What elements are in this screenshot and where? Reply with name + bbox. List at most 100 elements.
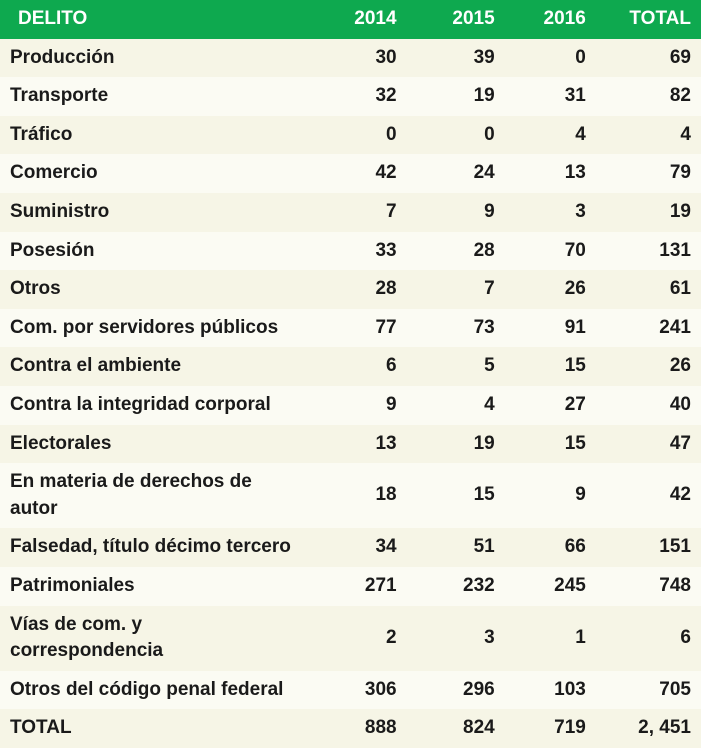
cell-2016: 4 <box>505 116 596 155</box>
row-label: Otros del código penal federal <box>0 671 308 710</box>
cell-2014: 9 <box>308 386 406 425</box>
delito-table: DELITO 2014 2015 2016 TOTAL Producción30… <box>0 0 701 748</box>
row-label: Falsedad, título décimo tercero <box>0 528 308 567</box>
cell-2016: 26 <box>505 270 596 309</box>
row-label: Contra la integridad corporal <box>0 386 308 425</box>
table-row: Comercio42241379 <box>0 154 701 193</box>
cell-2014: 28 <box>308 270 406 309</box>
cell-2016: 31 <box>505 77 596 116</box>
col-header-2014: 2014 <box>308 0 406 39</box>
cell-2015: 0 <box>407 116 505 155</box>
row-label: Otros <box>0 270 308 309</box>
cell-2015: 9 <box>407 193 505 232</box>
table-row: Patrimoniales271232245748 <box>0 567 701 606</box>
col-header-delito: DELITO <box>0 0 308 39</box>
cell-2016: 719 <box>505 709 596 748</box>
cell-2014: 32 <box>308 77 406 116</box>
table-row: Contra el ambiente651526 <box>0 347 701 386</box>
cell-2016: 245 <box>505 567 596 606</box>
row-label: Contra el ambiente <box>0 347 308 386</box>
cell-2014: 77 <box>308 309 406 348</box>
cell-2016: 1 <box>505 606 596 671</box>
table-row: Transporte32193182 <box>0 77 701 116</box>
cell-total: 748 <box>596 567 701 606</box>
col-header-2015: 2015 <box>407 0 505 39</box>
cell-2014: 30 <box>308 39 406 78</box>
cell-2015: 19 <box>407 77 505 116</box>
cell-total: 241 <box>596 309 701 348</box>
row-label: En materia de derechos de autor <box>0 463 308 528</box>
row-label: Vías de com. y correspondencia <box>0 606 308 671</box>
cell-2016: 13 <box>505 154 596 193</box>
table-total-row: TOTAL8888247192, 451 <box>0 709 701 748</box>
row-label: Transporte <box>0 77 308 116</box>
cell-2015: 15 <box>407 463 505 528</box>
table-row: Producción3039069 <box>0 39 701 78</box>
cell-total: 151 <box>596 528 701 567</box>
cell-total: 2, 451 <box>596 709 701 748</box>
cell-2016: 70 <box>505 232 596 271</box>
table-row: Suministro79319 <box>0 193 701 232</box>
cell-total: 6 <box>596 606 701 671</box>
cell-total: 705 <box>596 671 701 710</box>
cell-2015: 73 <box>407 309 505 348</box>
cell-2014: 33 <box>308 232 406 271</box>
cell-2015: 19 <box>407 425 505 464</box>
cell-2014: 2 <box>308 606 406 671</box>
cell-2015: 51 <box>407 528 505 567</box>
cell-total: 61 <box>596 270 701 309</box>
cell-2016: 3 <box>505 193 596 232</box>
table-row: Tráfico0044 <box>0 116 701 155</box>
cell-2015: 5 <box>407 347 505 386</box>
row-label: Posesión <box>0 232 308 271</box>
cell-total: 26 <box>596 347 701 386</box>
cell-2014: 34 <box>308 528 406 567</box>
cell-2015: 7 <box>407 270 505 309</box>
cell-2016: 15 <box>505 347 596 386</box>
cell-2014: 0 <box>308 116 406 155</box>
table-body: Producción3039069Transporte32193182Tráfi… <box>0 39 701 748</box>
row-label: Suministro <box>0 193 308 232</box>
table-row: Vías de com. y correspondencia2316 <box>0 606 701 671</box>
cell-2014: 6 <box>308 347 406 386</box>
cell-2015: 296 <box>407 671 505 710</box>
table-row: Otros2872661 <box>0 270 701 309</box>
cell-total: 131 <box>596 232 701 271</box>
cell-2016: 103 <box>505 671 596 710</box>
cell-total: 40 <box>596 386 701 425</box>
cell-2016: 27 <box>505 386 596 425</box>
table-row: Com. por servidores públicos777391241 <box>0 309 701 348</box>
cell-2016: 91 <box>505 309 596 348</box>
table-row: Contra la integridad corporal942740 <box>0 386 701 425</box>
table-row: En materia de derechos de autor1815942 <box>0 463 701 528</box>
cell-2014: 7 <box>308 193 406 232</box>
table-row: Otros del código penal federal3062961037… <box>0 671 701 710</box>
row-label: Patrimoniales <box>0 567 308 606</box>
row-label: TOTAL <box>0 709 308 748</box>
cell-total: 47 <box>596 425 701 464</box>
cell-2016: 0 <box>505 39 596 78</box>
cell-total: 4 <box>596 116 701 155</box>
cell-2015: 3 <box>407 606 505 671</box>
table-row: Electorales13191547 <box>0 425 701 464</box>
table-header-row: DELITO 2014 2015 2016 TOTAL <box>0 0 701 39</box>
cell-total: 69 <box>596 39 701 78</box>
cell-2014: 271 <box>308 567 406 606</box>
cell-2014: 306 <box>308 671 406 710</box>
cell-2016: 15 <box>505 425 596 464</box>
cell-total: 79 <box>596 154 701 193</box>
cell-2015: 28 <box>407 232 505 271</box>
cell-2014: 13 <box>308 425 406 464</box>
cell-2015: 39 <box>407 39 505 78</box>
cell-2015: 824 <box>407 709 505 748</box>
cell-2016: 9 <box>505 463 596 528</box>
row-label: Electorales <box>0 425 308 464</box>
cell-2014: 42 <box>308 154 406 193</box>
row-label: Comercio <box>0 154 308 193</box>
cell-2016: 66 <box>505 528 596 567</box>
table-row: Posesión332870131 <box>0 232 701 271</box>
cell-2015: 24 <box>407 154 505 193</box>
cell-total: 82 <box>596 77 701 116</box>
cell-2015: 4 <box>407 386 505 425</box>
row-label: Tráfico <box>0 116 308 155</box>
